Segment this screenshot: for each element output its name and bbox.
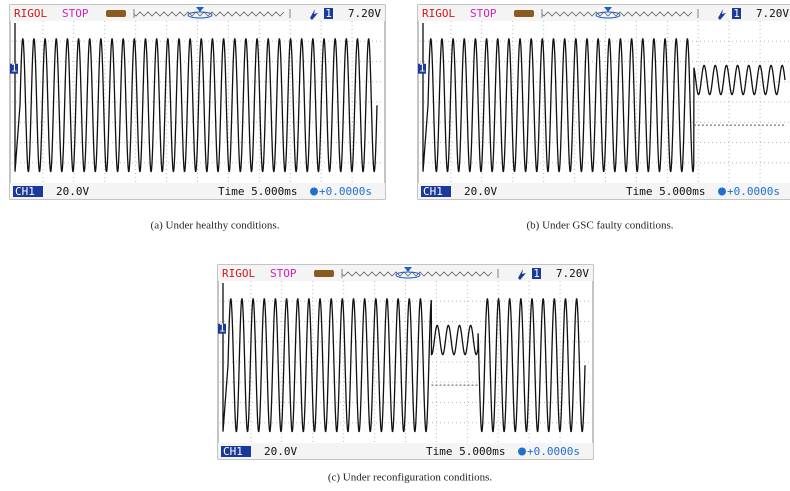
channel: CH1 xyxy=(15,185,35,198)
offset: +0.0000s xyxy=(527,445,580,458)
timebase: Time 5.000ms xyxy=(426,445,505,458)
memory-icon xyxy=(106,10,126,17)
volts-div: 20.0V xyxy=(464,185,497,198)
channel-marker: 1 xyxy=(11,62,18,75)
figure: RIGOL STOP 1 7.20V 1 CH1 20.0V Time 5.000ms +0.0… xyxy=(0,0,790,491)
oscilloscope-screen: RIGOL STOP 1 7.20V 1 CH1 20.0V Time 5.000ms +0.0… xyxy=(218,265,593,459)
brand: RIGOL xyxy=(422,7,455,20)
timebase: Time 5.000ms xyxy=(626,185,705,198)
brand: RIGOL xyxy=(14,7,47,20)
status: STOP xyxy=(62,7,89,20)
trigger-source: 1 xyxy=(733,7,740,20)
offset-icon xyxy=(310,188,318,196)
page: RIGOL STOP 1 7.20V 1 CH1 20.0V Time 5.000ms +0.0… xyxy=(0,0,790,491)
offset: +0.0000s xyxy=(727,185,780,198)
caption: (c) Under reconfiguration conditions. xyxy=(328,472,493,484)
offset: +0.0000s xyxy=(319,185,372,198)
offset-icon xyxy=(718,188,726,196)
memory-icon xyxy=(514,10,534,17)
trigger-level: 7.20V xyxy=(348,7,381,20)
trigger-level: 7.20V xyxy=(756,7,789,20)
trigger-level: 7.20V xyxy=(556,267,589,280)
channel-marker: 1 xyxy=(419,62,426,75)
oscilloscope-screen: RIGOL STOP 1 7.20V 1 CH1 20.0V Time 5.000ms +0.0… xyxy=(418,5,790,199)
oscilloscope-screen: RIGOL STOP 1 7.20V 1 CH1 20.0V Time 5.000ms +0.0… xyxy=(10,5,385,199)
caption: (a) Under healthy conditions. xyxy=(151,220,280,232)
status: STOP xyxy=(470,7,497,20)
channel: CH1 xyxy=(423,185,443,198)
offset-icon xyxy=(518,448,526,456)
brand: RIGOL xyxy=(222,267,255,280)
caption: (b) Under GSC faulty conditions. xyxy=(527,220,674,232)
trigger-source: 1 xyxy=(533,267,540,280)
timebase: Time 5.000ms xyxy=(218,185,297,198)
memory-icon xyxy=(314,270,334,277)
trigger-source: 1 xyxy=(325,7,332,20)
volts-div: 20.0V xyxy=(56,185,89,198)
volts-div: 20.0V xyxy=(264,445,297,458)
channel: CH1 xyxy=(223,445,243,458)
status: STOP xyxy=(270,267,297,280)
channel-marker: 1 xyxy=(219,322,226,335)
